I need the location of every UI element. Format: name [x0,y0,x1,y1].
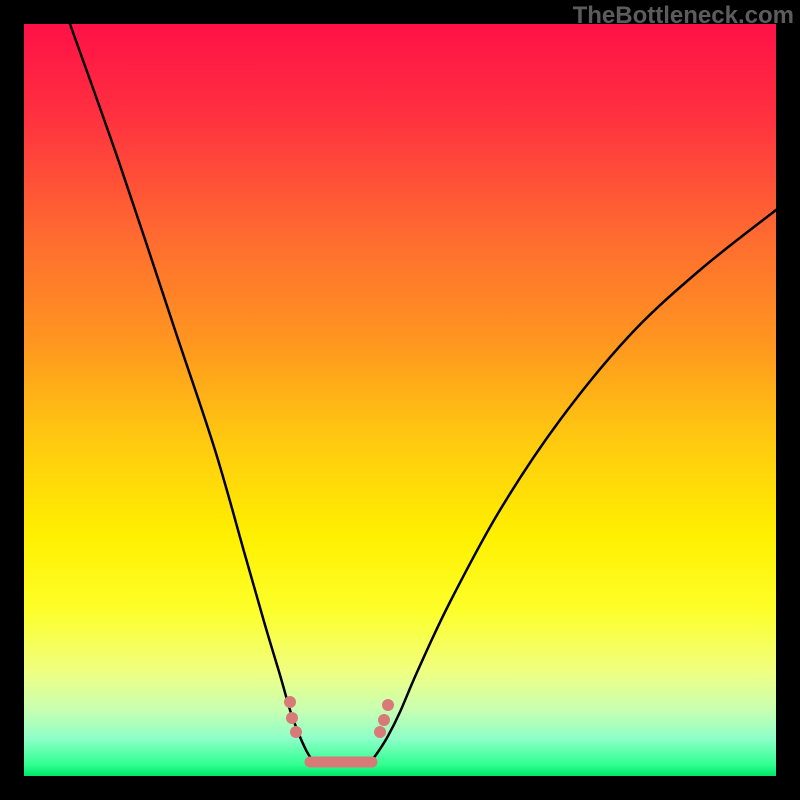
valley-marker [382,699,394,711]
valley-marker [374,726,386,738]
frame-left [0,0,24,800]
valley-marker [286,712,298,724]
valley-marker [290,726,302,738]
watermark: TheBottleneck.com [573,2,794,30]
gradient-background [24,24,776,776]
frame-right [776,0,800,800]
bottleneck-chart [0,0,800,800]
frame-bottom [0,776,800,800]
valley-marker [284,696,296,708]
valley-marker [378,714,390,726]
